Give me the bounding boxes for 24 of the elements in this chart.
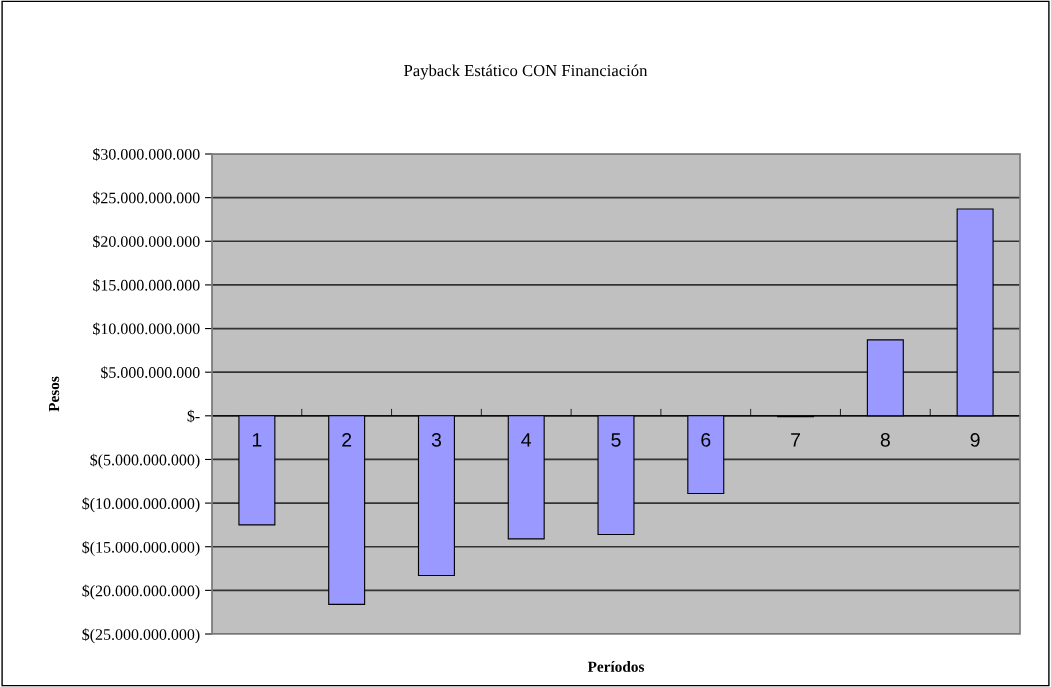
y-tick-label: $(15.000.000.000) bbox=[82, 540, 200, 556]
chart-title: Payback Estático CON Financiación bbox=[404, 64, 648, 80]
x-tick-label: 4 bbox=[521, 433, 532, 447]
y-axis-title: Pesos bbox=[49, 376, 60, 412]
y-tick-label: $(25.000.000.000) bbox=[82, 628, 200, 644]
y-tick-label: $(5.000.000.000) bbox=[90, 453, 200, 469]
x-tick-label: 7 bbox=[791, 433, 800, 447]
y-tick-label: $30.000.000.000 bbox=[93, 147, 200, 161]
x-tick-label: 6 bbox=[701, 433, 711, 447]
y-tick-label: $25.000.000.000 bbox=[93, 191, 200, 205]
x-tick-label: 3 bbox=[431, 433, 441, 447]
x-axis-title: Períodos bbox=[587, 661, 645, 672]
x-tick-label: 1 bbox=[252, 433, 262, 447]
y-tick-label: $5.000.000.000 bbox=[101, 366, 200, 379]
x-tick-label: 9 bbox=[970, 433, 980, 447]
y-tick-label: $10.000.000.000 bbox=[93, 322, 200, 336]
y-tick-label: $20.000.000.000 bbox=[93, 235, 200, 249]
x-tick-label: 2 bbox=[342, 433, 352, 447]
y-tick-label: $15.000.000.000 bbox=[93, 278, 200, 292]
y-tick-label: $(20.000.000.000) bbox=[82, 584, 200, 600]
x-tick-label: 8 bbox=[880, 433, 890, 447]
y-tick-label: $- bbox=[187, 409, 200, 423]
x-tick-label: 5 bbox=[611, 433, 621, 447]
y-tick-label: $(10.000.000.000) bbox=[82, 497, 200, 513]
